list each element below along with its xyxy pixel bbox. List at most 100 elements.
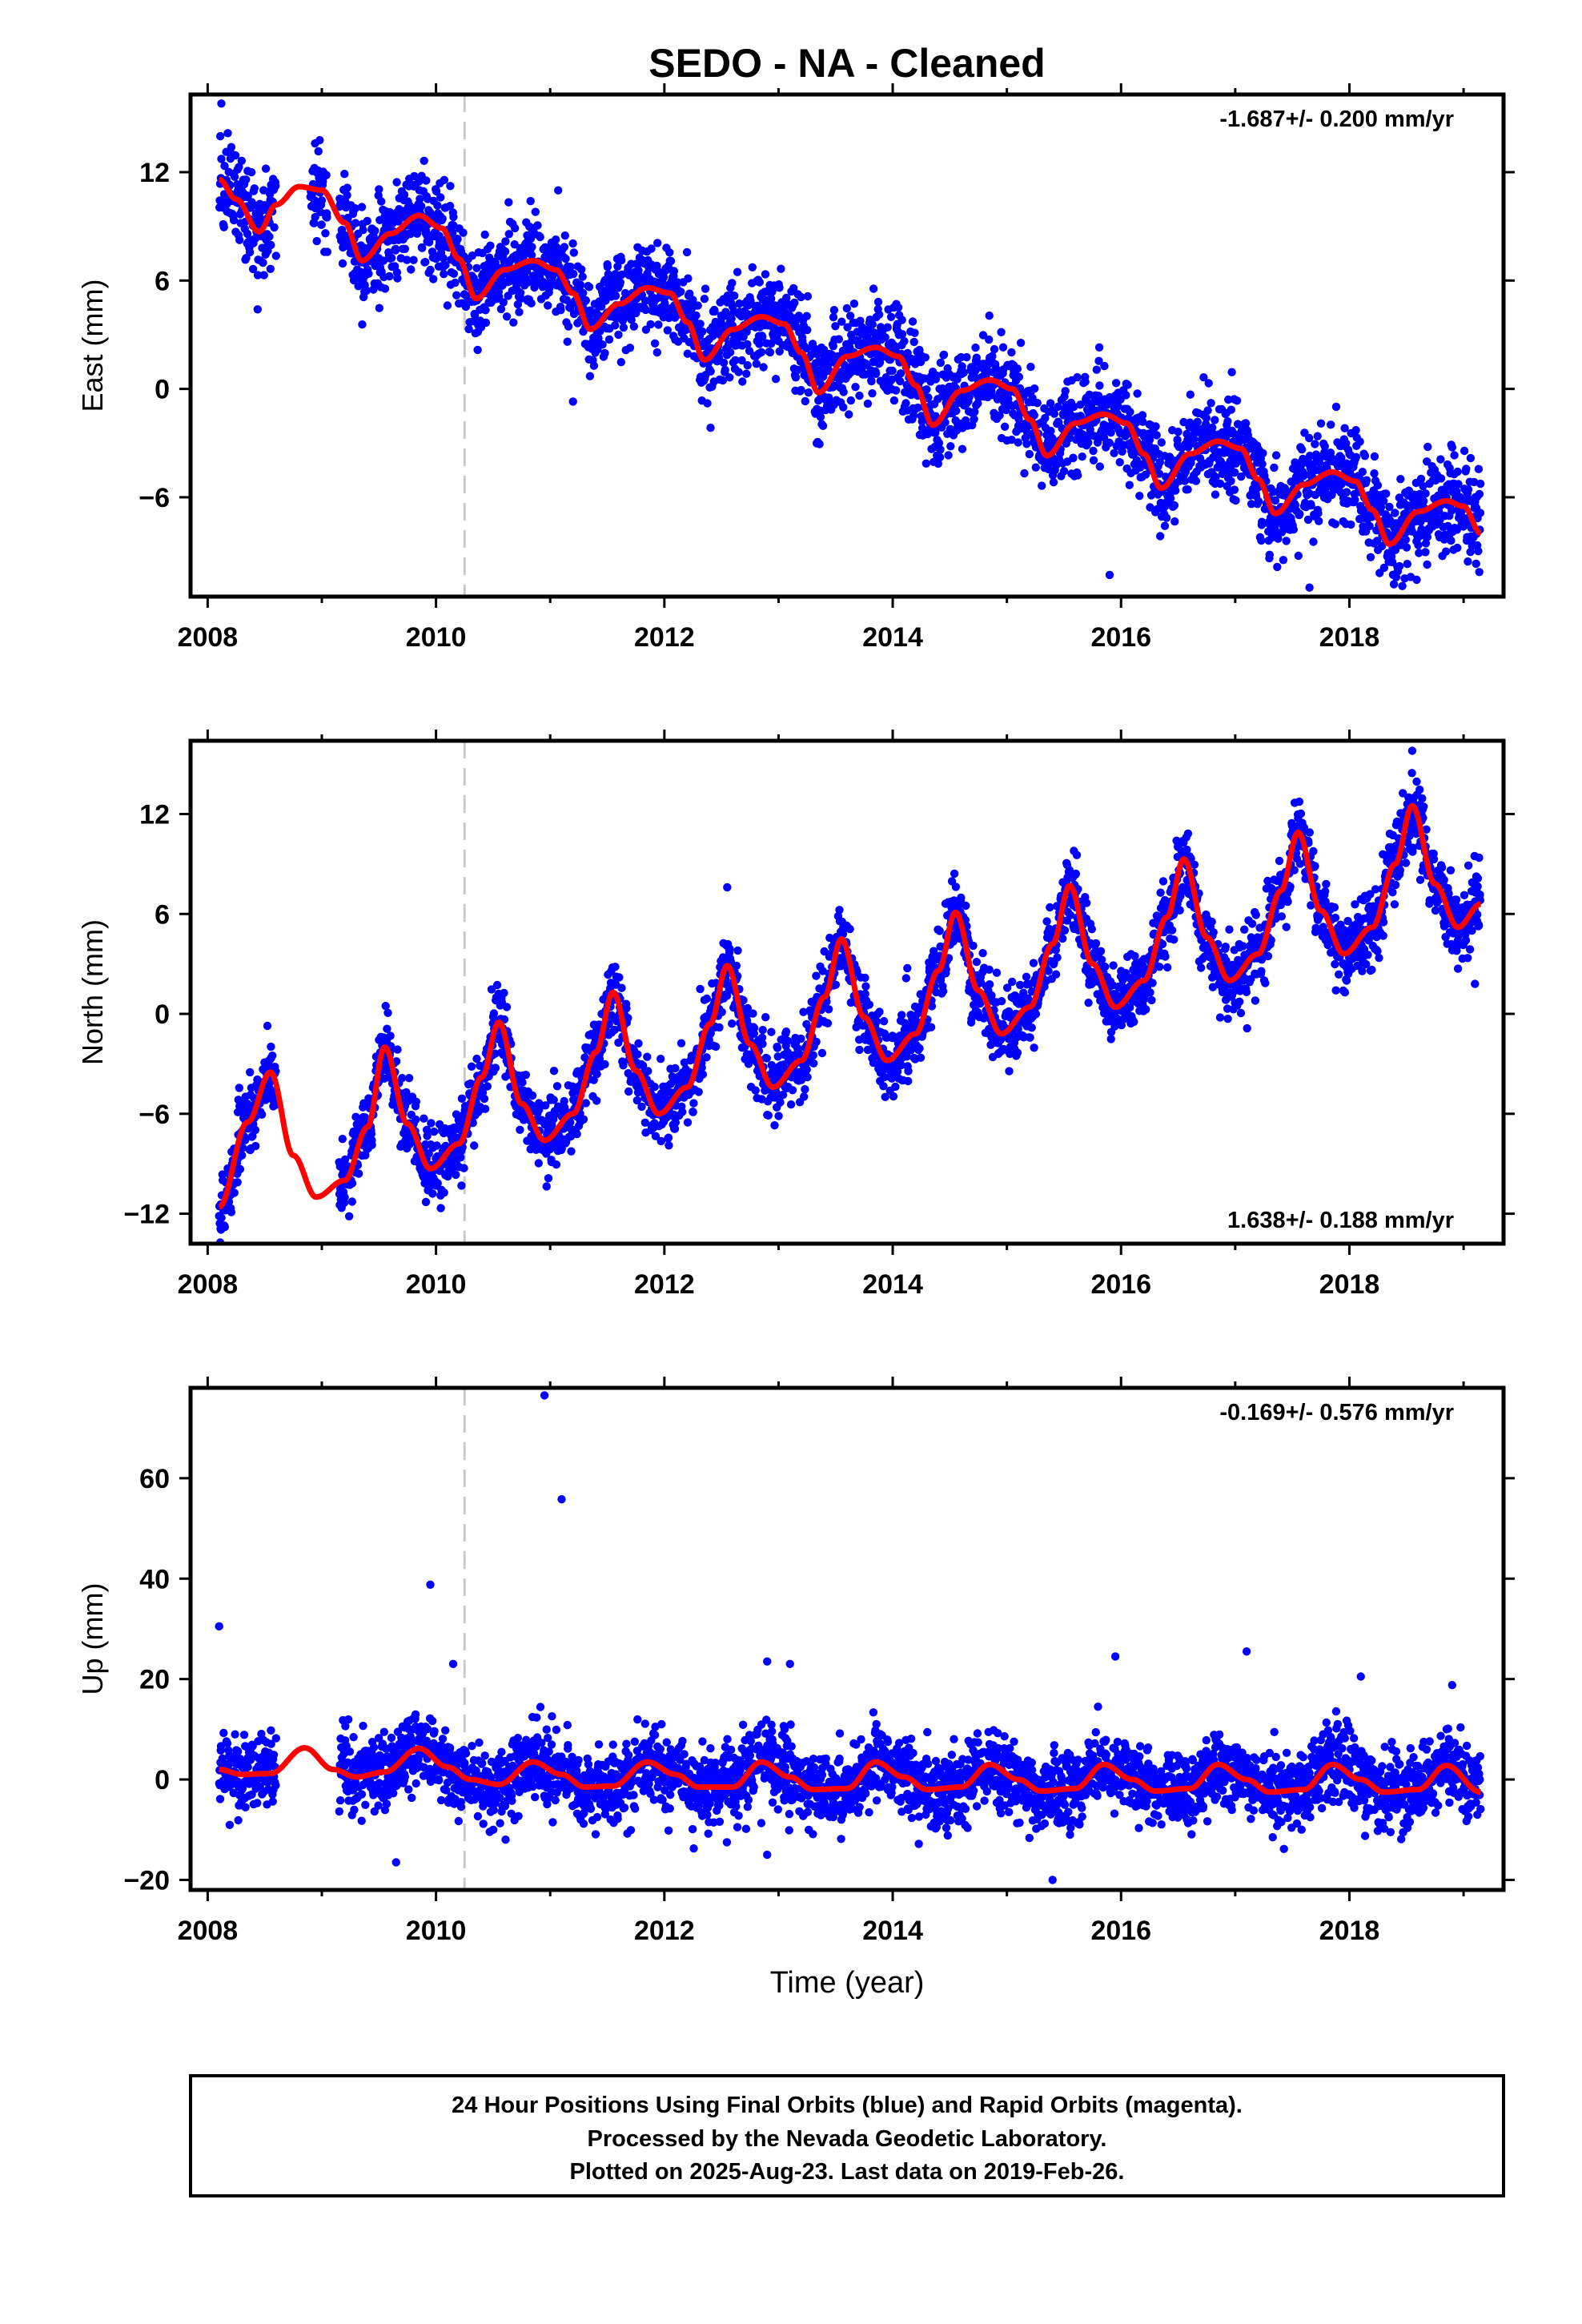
east-point xyxy=(901,399,910,408)
east-point xyxy=(959,368,969,377)
east-point xyxy=(1351,426,1360,435)
east-point xyxy=(661,299,669,308)
east-point xyxy=(755,340,764,348)
north-point xyxy=(422,1125,432,1135)
east-point xyxy=(235,235,244,244)
east-point xyxy=(1295,509,1304,518)
north-point xyxy=(230,1188,239,1197)
east-point xyxy=(843,323,852,332)
east-point xyxy=(641,325,651,334)
north-point xyxy=(812,1037,821,1047)
north-point xyxy=(633,1050,642,1059)
east-point xyxy=(748,263,757,271)
east-point xyxy=(932,371,941,380)
east-point xyxy=(935,452,945,462)
east-point xyxy=(1227,405,1236,414)
east-point xyxy=(1360,452,1370,460)
east-point xyxy=(1020,468,1029,478)
east-point xyxy=(1307,501,1315,510)
north-point xyxy=(611,963,620,971)
north-point xyxy=(818,967,827,975)
east-point xyxy=(834,335,844,344)
east-point xyxy=(737,356,746,365)
east-point xyxy=(775,347,784,356)
east-point xyxy=(815,440,824,448)
east-point xyxy=(1211,490,1220,499)
east-point xyxy=(815,366,824,375)
east-point xyxy=(1049,478,1058,487)
east-point xyxy=(416,195,424,203)
north-point xyxy=(637,1102,646,1112)
east-point xyxy=(1464,485,1473,494)
north-point xyxy=(480,1104,490,1113)
east-point xyxy=(516,294,525,303)
east-point xyxy=(627,316,636,324)
east-point xyxy=(438,214,447,223)
east-point xyxy=(1379,563,1389,573)
north-point xyxy=(421,1197,431,1207)
east-point xyxy=(500,247,510,256)
east-point xyxy=(1031,463,1041,472)
east-point xyxy=(563,337,572,346)
east-point xyxy=(1231,496,1240,505)
east-point xyxy=(803,325,812,335)
east-point xyxy=(1270,463,1279,472)
east-point xyxy=(576,280,585,289)
east-point xyxy=(1133,389,1142,398)
north-point xyxy=(433,1179,442,1188)
east-point xyxy=(566,263,575,271)
east-point xyxy=(1138,417,1147,426)
east-point xyxy=(1351,452,1361,461)
east-point xyxy=(451,278,460,287)
east-point xyxy=(934,459,943,468)
east-point xyxy=(1254,497,1263,506)
east-point xyxy=(585,372,595,380)
east-point xyxy=(1474,464,1484,473)
north-point xyxy=(560,1096,568,1106)
east-point xyxy=(1223,417,1232,426)
east-point xyxy=(459,228,468,237)
east-point xyxy=(1237,472,1246,481)
east-point xyxy=(797,292,805,302)
east-point xyxy=(501,237,510,246)
north-point xyxy=(457,1094,467,1104)
north-point xyxy=(500,988,508,998)
east-point xyxy=(219,223,228,231)
east-point xyxy=(1007,436,1016,444)
north-point xyxy=(386,1031,395,1040)
east-point xyxy=(418,243,427,252)
north-point xyxy=(235,1164,245,1174)
east-point xyxy=(1030,384,1039,393)
east-point xyxy=(1094,356,1103,365)
east-point xyxy=(849,300,859,308)
east-point xyxy=(554,186,563,195)
north-point xyxy=(788,1086,797,1095)
north-point xyxy=(233,1178,242,1187)
east-point xyxy=(725,373,734,382)
east-y-tick-label: 12 xyxy=(139,158,170,188)
east-outlier-point xyxy=(1105,570,1114,580)
east-point xyxy=(217,155,226,163)
east-point xyxy=(420,156,428,165)
east-point xyxy=(829,312,838,322)
east-point xyxy=(1385,502,1394,512)
north-point xyxy=(432,1141,441,1150)
east-point xyxy=(223,129,232,138)
east-point xyxy=(896,376,905,386)
east-point xyxy=(473,345,482,355)
east-point xyxy=(1391,545,1400,554)
east-point xyxy=(266,264,275,273)
north-point xyxy=(671,1118,680,1127)
east-point xyxy=(1044,464,1054,474)
east-point xyxy=(443,301,452,310)
east-point xyxy=(971,343,980,352)
east-point xyxy=(343,191,351,199)
north-point xyxy=(643,1052,652,1061)
east-point xyxy=(837,317,846,326)
east-point xyxy=(958,444,967,453)
east-point xyxy=(1059,467,1069,476)
north-point xyxy=(238,1151,247,1160)
east-point xyxy=(1342,459,1351,468)
north-point xyxy=(831,980,841,989)
east-point xyxy=(1157,438,1166,447)
